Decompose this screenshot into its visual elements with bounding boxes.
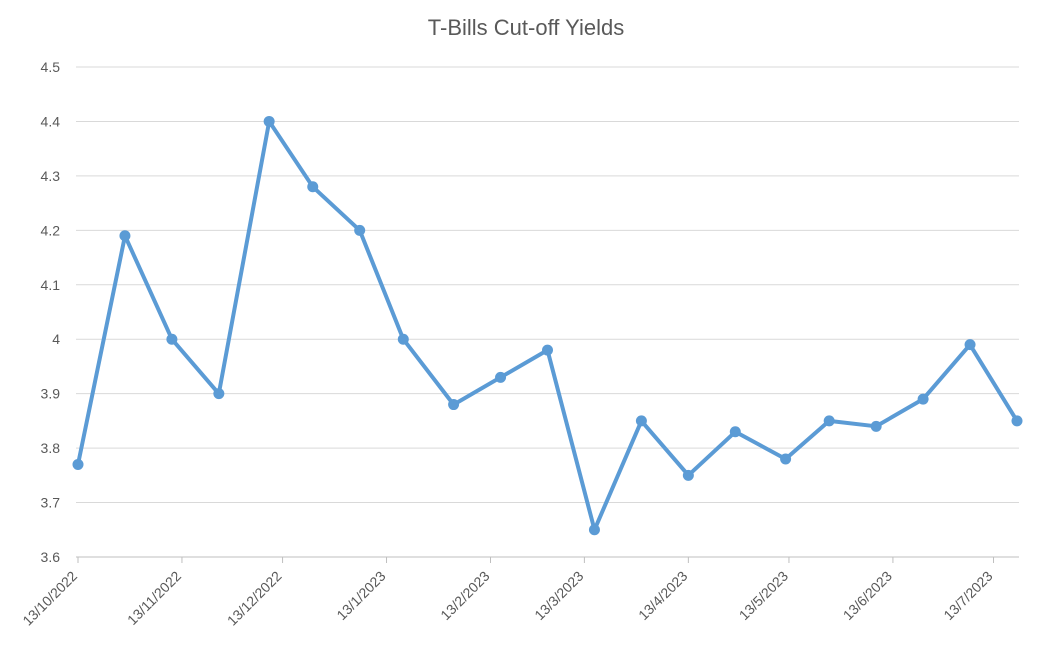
x-tick-label: 13/7/2023: [940, 568, 996, 624]
data-point: [166, 333, 178, 345]
x-tick-label: 13/10/2022: [19, 568, 80, 629]
data-point: [682, 469, 694, 481]
data-point: [917, 393, 929, 405]
data-point: [823, 415, 835, 427]
x-tick-label: 13/4/2023: [635, 568, 691, 624]
data-point: [448, 399, 460, 411]
data-point: [588, 524, 600, 536]
gridlines: [76, 66, 1019, 504]
y-tick-label: 4: [52, 331, 60, 347]
y-tick-label: 4.1: [41, 277, 61, 293]
data-point: [780, 453, 792, 465]
series-group: [72, 115, 1023, 536]
data-point: [542, 344, 553, 356]
data-point: [397, 333, 409, 345]
x-tick-label: 13/5/2023: [736, 568, 792, 624]
data-point: [1011, 415, 1023, 427]
data-point: [870, 420, 882, 432]
x-axis-ticks: 13/10/2022 13/11/2022 13/12/2022 13/1/2023 1…: [19, 557, 996, 629]
x-tick-label: 13/3/2023: [531, 568, 587, 624]
y-tick-label: 3.7: [41, 495, 61, 511]
series-line: [76, 119, 1019, 532]
data-point: [635, 415, 647, 427]
y-axis-ticks: 3.6 3.7 3.8 3.9 4 4.1 4.2 4.3 4.4 4.5: [41, 59, 61, 565]
y-tick-label: 3.9: [41, 386, 61, 402]
x-tick-label: 13/1/2023: [333, 568, 389, 624]
y-tick-label: 3.8: [41, 440, 61, 456]
data-point: [307, 181, 319, 193]
x-tick-label: 13/12/2022: [224, 568, 285, 629]
data-point: [495, 371, 507, 383]
y-tick-label: 4.5: [41, 59, 61, 75]
data-point: [213, 388, 225, 400]
data-point: [354, 224, 366, 236]
y-tick-label: 4.3: [41, 168, 61, 184]
chart-title: T-Bills Cut-off Yields: [428, 15, 624, 40]
x-tick-label: 13/11/2022: [124, 568, 184, 628]
data-point: [729, 426, 741, 438]
data-point: [119, 230, 131, 242]
data-point: [263, 115, 275, 127]
y-tick-label: 4.2: [41, 222, 61, 238]
data-point: [964, 339, 976, 351]
x-tick-label: 13/2/2023: [437, 568, 493, 624]
y-tick-label: 3.6: [41, 549, 61, 565]
y-tick-label: 4.4: [41, 113, 61, 129]
data-point: [72, 458, 84, 470]
x-tick-label: 13/6/2023: [840, 568, 896, 624]
